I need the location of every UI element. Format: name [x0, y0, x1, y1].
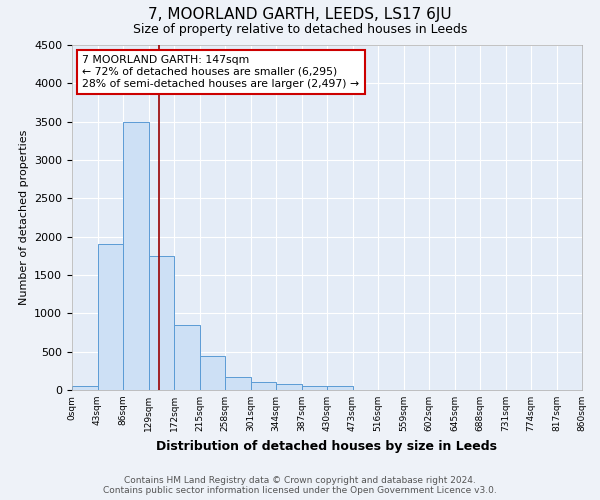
Text: 7 MOORLAND GARTH: 147sqm
← 72% of detached houses are smaller (6,295)
28% of sem: 7 MOORLAND GARTH: 147sqm ← 72% of detach…: [82, 56, 359, 88]
Text: Contains HM Land Registry data © Crown copyright and database right 2024.
Contai: Contains HM Land Registry data © Crown c…: [103, 476, 497, 495]
X-axis label: Distribution of detached houses by size in Leeds: Distribution of detached houses by size …: [157, 440, 497, 452]
Bar: [276, 384, 302, 390]
Bar: [327, 386, 353, 390]
Bar: [123, 122, 149, 390]
Bar: [174, 325, 199, 390]
Bar: [97, 244, 123, 390]
Bar: [199, 356, 225, 390]
Y-axis label: Number of detached properties: Number of detached properties: [19, 130, 29, 305]
Text: 7, MOORLAND GARTH, LEEDS, LS17 6JU: 7, MOORLAND GARTH, LEEDS, LS17 6JU: [148, 8, 452, 22]
Bar: [251, 382, 276, 390]
Text: Size of property relative to detached houses in Leeds: Size of property relative to detached ho…: [133, 22, 467, 36]
Bar: [149, 256, 174, 390]
Bar: [72, 386, 97, 390]
Bar: [302, 386, 327, 390]
Bar: [225, 376, 251, 390]
